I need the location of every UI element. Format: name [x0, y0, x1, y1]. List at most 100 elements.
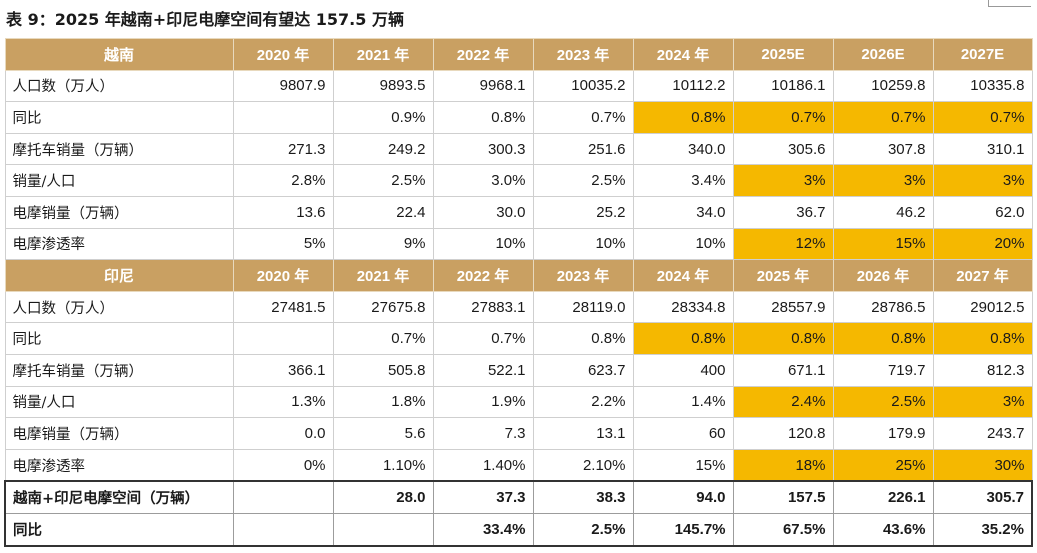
data-cell: 0.8%: [932, 322, 1033, 355]
data-cell: 5%: [232, 227, 334, 261]
row-label: 销量/人口: [4, 385, 234, 419]
data-cell: 38.3: [532, 480, 634, 514]
data-cell: 62.0: [932, 195, 1033, 229]
data-cell: 3%: [832, 164, 934, 197]
table-title: 表 9：2025 年越南+印尼电摩空间有望达 157.5 万辆: [6, 10, 404, 29]
data-cell: 3.4%: [632, 164, 734, 197]
data-cell: 13.1: [532, 417, 634, 450]
data-cell: 0.8%: [632, 101, 734, 134]
data-cell: 9807.9: [232, 69, 334, 103]
data-cell: 1.9%: [432, 385, 534, 419]
data-cell: 13.6: [232, 195, 334, 229]
year-header: 2025 年: [732, 259, 834, 292]
data-cell: 18%: [732, 448, 834, 482]
data-cell: 25.2: [532, 195, 634, 229]
data-cell: 28334.8: [632, 290, 734, 324]
data-cell: 10186.1: [732, 69, 834, 103]
data-cell: 10%: [532, 227, 634, 261]
data-cell: 157.5: [732, 480, 834, 514]
data-cell: 28786.5: [832, 290, 934, 324]
data-cell: 9968.1: [432, 69, 534, 103]
row-label: 电摩销量（万辆）: [4, 195, 234, 229]
data-cell: 243.7: [932, 417, 1033, 450]
data-cell: 28119.0: [532, 290, 634, 324]
table-row: 摩托车销量（万辆） 271.3 249.2 300.3 251.6 340.0 305.6 3…: [4, 132, 1033, 166]
data-cell: 0.7%: [332, 322, 434, 355]
data-cell: 145.7%: [632, 512, 734, 547]
data-cell: 94.0: [632, 480, 734, 514]
table-body: 越南 2020 年 2021 年 2022 年 2023 年 2024 年 2025E 202…: [4, 38, 1033, 547]
year-header: 2023 年: [532, 38, 634, 71]
data-cell: 271.3: [232, 132, 334, 166]
table-row: 人口数（万人） 9807.9 9893.5 9968.1 10035.2 10112.2 1…: [4, 69, 1033, 103]
data-cell: 2.5%: [832, 385, 934, 419]
row-label: 电摩渗透率: [4, 227, 234, 261]
row-label: 电摩销量（万辆）: [4, 417, 234, 450]
ev-motorcycle-table: 越南 2020 年 2021 年 2022 年 2023 年 2024 年 2025E 202…: [4, 38, 1033, 547]
year-header: 2022 年: [432, 259, 534, 292]
data-cell: 9893.5: [332, 69, 434, 103]
data-cell: 340.0: [632, 132, 734, 166]
data-cell: 1.10%: [332, 448, 434, 482]
year-header: 2027E: [932, 38, 1033, 71]
data-cell: 0.8%: [432, 101, 534, 134]
data-cell: 29012.5: [932, 290, 1033, 324]
indonesia-header-row: 印尼 2020 年 2021 年 2022 年 2023 年 2024 年 2025 年 20…: [4, 259, 1033, 292]
data-cell: 5.6: [332, 417, 434, 450]
data-cell: 30%: [932, 448, 1033, 482]
row-label: 人口数（万人）: [4, 69, 234, 103]
data-cell: 34.0: [632, 195, 734, 229]
year-header: 2024 年: [632, 38, 734, 71]
data-cell: 1.40%: [432, 448, 534, 482]
table-row: 电摩渗透率 0% 1.10% 1.40% 2.10% 15% 18% 25% 30%: [4, 448, 1033, 482]
row-label: 电摩渗透率: [4, 448, 234, 482]
data-cell: 10112.2: [632, 69, 734, 103]
data-cell: 671.1: [732, 353, 834, 387]
data-cell: 35.2%: [932, 512, 1033, 547]
data-cell: 25%: [832, 448, 934, 482]
data-cell: 0.7%: [432, 322, 534, 355]
data-cell: 0.7%: [832, 101, 934, 134]
data-cell: 0%: [232, 448, 334, 482]
data-cell: 719.7: [832, 353, 934, 387]
table-row: 同比 0.7% 0.7% 0.8% 0.8% 0.8% 0.8% 0.8%: [4, 322, 1033, 355]
year-header: 2020 年: [232, 259, 334, 292]
data-cell: 0.8%: [532, 322, 634, 355]
data-cell: [232, 101, 334, 134]
table-row: 销量/人口 1.3% 1.8% 1.9% 2.2% 1.4% 2.4% 2.5% 3%: [4, 385, 1033, 419]
data-cell: 10%: [632, 227, 734, 261]
data-cell: 2.2%: [532, 385, 634, 419]
data-cell: 27481.5: [232, 290, 334, 324]
total-row: 同比 33.4% 2.5% 145.7% 67.5% 43.6% 35.2%: [4, 512, 1033, 547]
data-cell: 251.6: [532, 132, 634, 166]
data-cell: 310.1: [932, 132, 1033, 166]
data-cell: 10259.8: [832, 69, 934, 103]
data-cell: 28557.9: [732, 290, 834, 324]
data-cell: 623.7: [532, 353, 634, 387]
data-cell: 249.2: [332, 132, 434, 166]
data-cell: 46.2: [832, 195, 934, 229]
year-header: 2021 年: [332, 38, 434, 71]
data-cell: 33.4%: [432, 512, 534, 547]
year-header: 2024 年: [632, 259, 734, 292]
data-cell: 0.7%: [532, 101, 634, 134]
year-header: 2021 年: [332, 259, 434, 292]
data-cell: 10%: [432, 227, 534, 261]
data-cell: 366.1: [232, 353, 334, 387]
data-cell: 0.7%: [732, 101, 834, 134]
vietnam-header-row: 越南 2020 年 2021 年 2022 年 2023 年 2024 年 2025E 202…: [4, 38, 1033, 71]
data-cell: 27675.8: [332, 290, 434, 324]
data-cell: 400: [632, 353, 734, 387]
table-row: 电摩销量（万辆） 0.0 5.6 7.3 13.1 60 120.8 179.9 243.7: [4, 417, 1033, 450]
data-cell: 307.8: [832, 132, 934, 166]
data-cell: 505.8: [332, 353, 434, 387]
data-cell: 0.0: [232, 417, 334, 450]
data-cell: 43.6%: [832, 512, 934, 547]
data-cell: 27883.1: [432, 290, 534, 324]
table-row: 销量/人口 2.8% 2.5% 3.0% 2.5% 3.4% 3% 3% 3%: [4, 164, 1033, 197]
row-label: 同比: [4, 101, 234, 134]
data-cell: 60: [632, 417, 734, 450]
data-cell: 0.8%: [632, 322, 734, 355]
table-row: 人口数（万人） 27481.5 27675.8 27883.1 28119.0 28334…: [4, 290, 1033, 324]
data-cell: 3%: [732, 164, 834, 197]
